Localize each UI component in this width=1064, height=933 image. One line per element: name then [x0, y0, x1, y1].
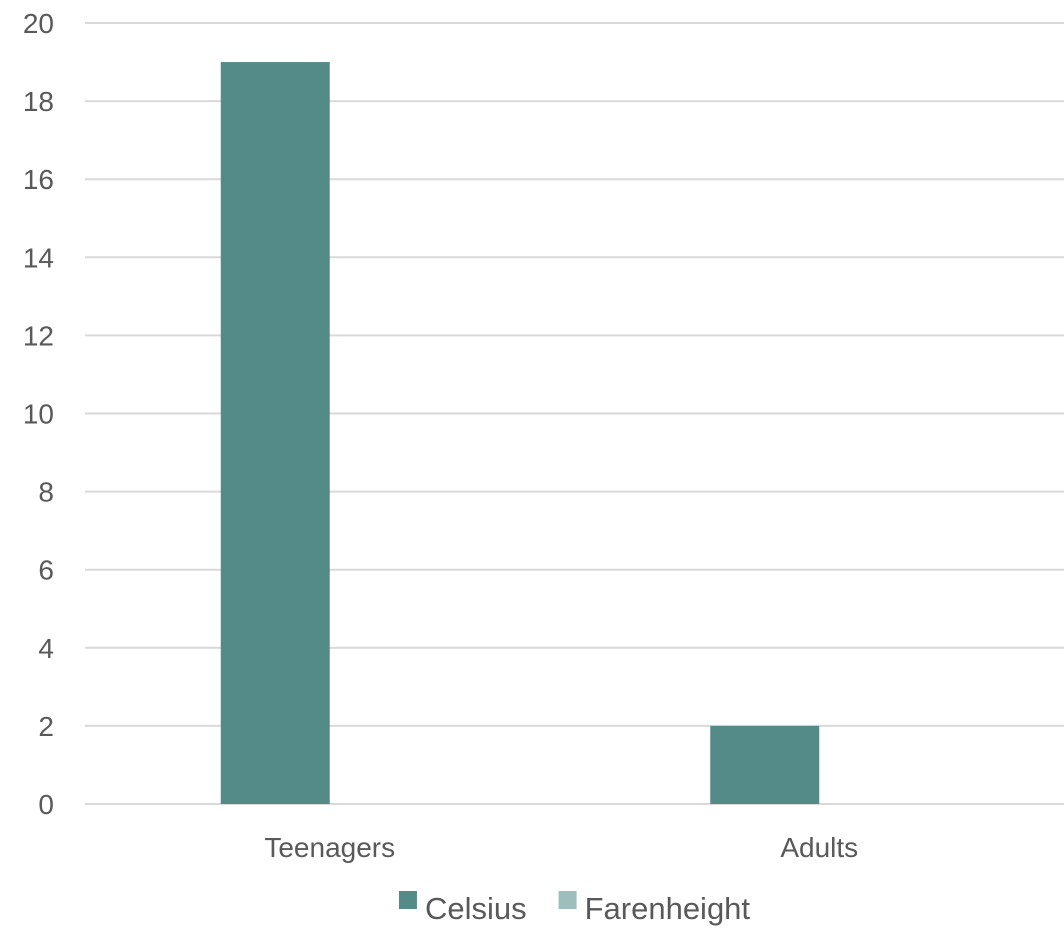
legend-label: Celsius — [425, 891, 527, 926]
bars — [220, 62, 820, 805]
legend-label: Farenheight — [585, 891, 751, 926]
y-tick-label: 8 — [38, 477, 54, 508]
y-tick-label: 16 — [23, 164, 54, 195]
bar-teenagers-celsius — [220, 62, 330, 805]
x-axis-category-labels: Teenagers Adults — [264, 832, 858, 863]
y-tick-label: 18 — [23, 86, 54, 117]
legend-swatch — [398, 891, 417, 909]
y-tick-label: 0 — [38, 789, 54, 820]
y-tick-label: 4 — [38, 633, 54, 664]
y-axis-tick-labels: 0 2 4 6 8 10 12 14 16 18 20 — [23, 8, 54, 820]
y-tick-label: 20 — [23, 8, 54, 39]
y-tick-label: 12 — [23, 320, 54, 351]
y-tick-label: 10 — [23, 399, 54, 430]
x-category-label: Adults — [780, 832, 858, 863]
legend-item-farenheight: Farenheight — [558, 891, 751, 926]
legend-swatch — [558, 891, 577, 909]
y-tick-label: 6 — [38, 555, 54, 586]
bar-adults-celsius — [710, 725, 820, 804]
legend-item-celsius: Celsius — [398, 891, 527, 926]
legend: Celsius Farenheight — [398, 891, 751, 926]
y-tick-label: 14 — [23, 242, 54, 273]
y-tick-label: 2 — [38, 711, 54, 742]
x-category-label: Teenagers — [264, 832, 395, 863]
